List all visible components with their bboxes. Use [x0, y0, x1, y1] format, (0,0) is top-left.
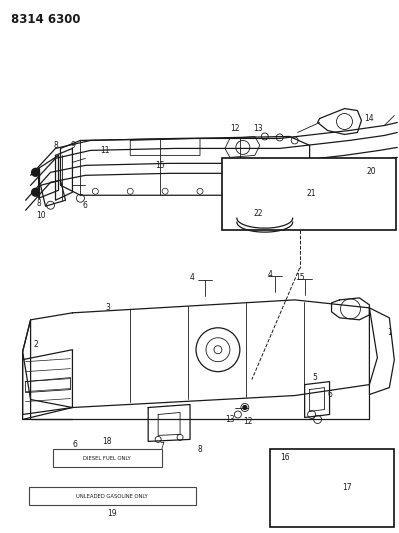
Circle shape	[32, 168, 40, 176]
Text: 18: 18	[103, 437, 112, 446]
Text: 6: 6	[327, 390, 332, 399]
Text: 13: 13	[225, 415, 235, 424]
Text: 8314 6300: 8314 6300	[11, 13, 80, 26]
Bar	[29, 487, 196, 505]
Text: DIESEL FUEL ONLY: DIESEL FUEL ONLY	[83, 456, 131, 461]
Text: 15: 15	[295, 273, 304, 282]
Text: 12: 12	[243, 417, 253, 426]
Text: 16: 16	[280, 453, 290, 462]
Text: 8: 8	[198, 445, 202, 454]
Text: 9: 9	[70, 141, 75, 150]
Text: 21: 21	[307, 189, 316, 198]
Bar	[53, 449, 162, 467]
Text: 5: 5	[312, 373, 317, 382]
Text: 10: 10	[36, 211, 45, 220]
Text: 13: 13	[253, 124, 263, 133]
Bar	[270, 449, 394, 527]
Text: 19: 19	[107, 508, 117, 518]
Text: 7: 7	[160, 442, 164, 451]
Text: 4: 4	[190, 273, 194, 282]
Bar	[222, 158, 396, 230]
Text: 12: 12	[230, 124, 240, 133]
Text: 14: 14	[365, 114, 374, 123]
Text: 11: 11	[101, 146, 110, 155]
Text: 1: 1	[387, 328, 392, 337]
Circle shape	[32, 188, 40, 196]
Text: 4: 4	[267, 270, 272, 279]
Circle shape	[314, 205, 320, 211]
Text: 3: 3	[106, 303, 111, 312]
Text: 15: 15	[155, 161, 165, 170]
Circle shape	[243, 406, 247, 409]
Text: UNLEADED GASOLINE ONLY: UNLEADED GASOLINE ONLY	[77, 494, 148, 499]
Text: 20: 20	[367, 167, 376, 176]
Text: 8: 8	[53, 141, 58, 150]
Text: 2: 2	[33, 340, 38, 349]
Text: 22: 22	[253, 209, 263, 217]
Text: 8: 8	[36, 199, 41, 208]
Text: 6: 6	[83, 201, 88, 209]
Text: 17: 17	[343, 483, 352, 492]
Text: 6: 6	[73, 440, 78, 449]
